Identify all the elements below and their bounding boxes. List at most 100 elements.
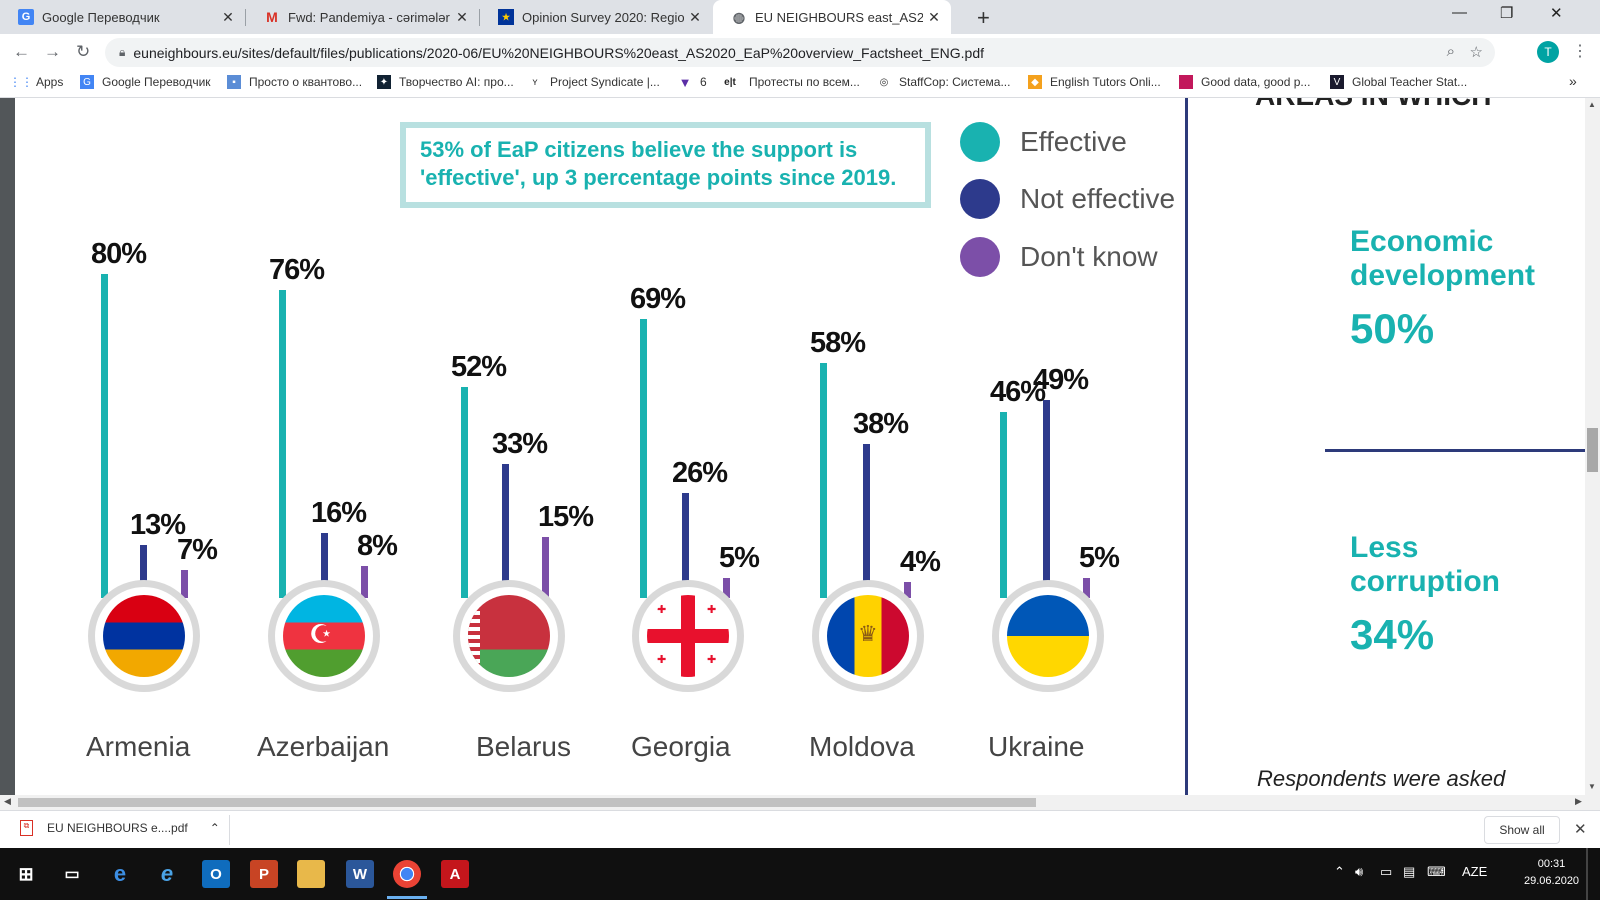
legend-item-dont-know: Don't know	[960, 237, 1158, 277]
scroll-left-icon[interactable]: ◀	[4, 796, 11, 806]
menu-icon[interactable]: ⋮	[1572, 43, 1588, 60]
minimize-icon[interactable]: —	[1452, 4, 1467, 21]
profile-avatar[interactable]: T	[1537, 41, 1559, 63]
battery-icon[interactable]: ▭	[1380, 864, 1393, 879]
tab-opinion-survey[interactable]: ★ Opinion Survey 2020: Regional O ✕	[480, 0, 712, 34]
bookmark-protests[interactable]: e|t Протесты по всем...	[723, 75, 860, 89]
file-explorer-icon[interactable]	[297, 860, 325, 888]
back-icon[interactable]: ←	[13, 42, 30, 61]
tab-google-translate[interactable]: G Google Переводчик ✕	[0, 0, 245, 34]
pdf-viewer: 53% of EaP citizens believe the support …	[0, 98, 1600, 795]
acrobat-icon[interactable]: A	[441, 860, 469, 888]
close-tab-icon[interactable]: ✕	[222, 8, 234, 25]
value-label: 4%	[900, 545, 941, 578]
bookmark-good-data[interactable]: Good data, good p...	[1179, 75, 1310, 89]
bookmark-site-icon: ✦	[377, 75, 391, 89]
value-label: 8%	[357, 529, 398, 562]
word-icon[interactable]: W	[346, 860, 374, 888]
value-label: 52%	[451, 351, 507, 384]
bookmarks-overflow-icon[interactable]: »	[1569, 73, 1577, 89]
download-item[interactable]: ⧉ EU NEIGHBOURS e....pdf ⌃	[20, 820, 220, 836]
value-label: 33%	[492, 428, 548, 461]
country-label: Belarus	[476, 731, 571, 762]
bar-not-effective	[321, 533, 328, 598]
eu-flag-icon: ★	[498, 9, 514, 25]
tab-gmail[interactable]: M Fwd: Pandemiya - cərimələr və di ✕	[246, 0, 479, 34]
tab-strip: G Google Переводчик ✕ M Fwd: Pandemiya -…	[0, 0, 1600, 34]
zoom-icon[interactable]: ⌕	[1446, 43, 1455, 60]
side-item-value: 34%	[1350, 611, 1435, 658]
tab-eu-neighbours[interactable]: ◍ EU NEIGHBOURS east_AS2020_E ✕	[713, 0, 951, 34]
close-download-bar-icon[interactable]: ✕	[1574, 821, 1587, 838]
internet-explorer-icon[interactable]: e	[160, 861, 174, 886]
windows-start-icon[interactable]: ⊞	[18, 863, 34, 884]
chevron-up-tray-icon[interactable]: ⌃	[1334, 864, 1345, 879]
vertical-scrollbar[interactable]: ▲ ▼	[1585, 98, 1600, 795]
bookmark-project-syndicate[interactable]: ʏ Project Syndicate |...	[528, 75, 659, 89]
forward-icon[interactable]: →	[44, 42, 61, 61]
value-label: 16%	[311, 497, 367, 530]
browser-toolbar: ← → ↻ 🔒︎ euneighbours.eu/sites/default/f…	[0, 34, 1600, 70]
close-tab-icon[interactable]: ✕	[928, 8, 940, 25]
pdf-file-icon: ⧉	[20, 820, 33, 836]
bookmark-staffcop[interactable]: ◎ StaffCop: Система...	[877, 75, 1011, 89]
bookmarks-bar: ⋮⋮ Apps G Google Переводчик ▪ Просто о к…	[0, 70, 1600, 98]
horizontal-scrollbar[interactable]: ◀ ▶	[0, 795, 1600, 810]
bookmark-label: StaffCop: Система...	[899, 75, 1011, 89]
bookmark-site-icon: ʏ	[532, 76, 538, 88]
gmail-icon: M	[266, 9, 278, 25]
bar-not-effective	[502, 464, 509, 598]
outlook-icon[interactable]: O	[202, 860, 230, 888]
system-clock[interactable]: 00:31 29.06.2020	[1524, 856, 1579, 890]
scroll-up-icon[interactable]: ▲	[1588, 100, 1596, 109]
vertical-scroll-thumb[interactable]	[1587, 428, 1598, 472]
value-label: 15%	[538, 501, 594, 534]
show-desktop-button[interactable]	[1586, 848, 1588, 900]
bookmark-english-tutors[interactable]: ◆ English Tutors Onli...	[1028, 75, 1161, 89]
language-indicator[interactable]: AZE	[1462, 864, 1488, 879]
bookmark-quantum[interactable]: ▪ Просто о квантово...	[227, 75, 362, 89]
bar-effective	[1000, 411, 1007, 598]
bookmark-site-icon	[1179, 75, 1193, 89]
bar-not-effective	[140, 545, 147, 598]
bookmark-label: Google Переводчик	[102, 75, 211, 89]
notification-icon[interactable]: ▤	[1403, 864, 1416, 879]
bookmark-ai[interactable]: ✦ Творчество AI: про...	[377, 75, 514, 89]
bookmark-apps[interactable]: ⋮⋮ Apps	[9, 75, 63, 89]
value-label: 26%	[672, 456, 728, 489]
scroll-right-icon[interactable]: ▶	[1575, 796, 1582, 806]
bookmark-global-teacher[interactable]: V Global Teacher Stat...	[1330, 75, 1467, 89]
bar-effective	[461, 387, 468, 598]
bar-not-effective	[1043, 399, 1050, 598]
powerpoint-icon[interactable]: P	[250, 860, 278, 888]
restore-icon[interactable]: ❐	[1500, 5, 1514, 22]
bookmark-site-icon: V	[1330, 75, 1344, 89]
bookmark-google-translate[interactable]: G Google Переводчик	[80, 75, 211, 89]
new-tab-button[interactable]: +	[977, 5, 990, 30]
value-label: 5%	[1079, 541, 1120, 574]
tab-title: EU NEIGHBOURS east_AS2020_E	[755, 9, 923, 25]
belarus-flag-icon	[453, 580, 565, 692]
bar-effective	[101, 274, 108, 598]
bookmark-site-icon: e|t	[724, 76, 736, 88]
reload-icon[interactable]: ↻	[76, 42, 91, 61]
download-bar: ⧉ EU NEIGHBOURS e....pdf ⌃ Show all ✕	[0, 810, 1600, 848]
address-bar[interactable]: 🔒︎ euneighbours.eu/sites/default/files/p…	[105, 38, 1495, 67]
side-item-value: 50%	[1350, 305, 1435, 352]
keyboard-icon[interactable]: ⌨	[1427, 864, 1446, 879]
close-tab-icon[interactable]: ✕	[689, 8, 701, 25]
edge-icon[interactable]: e	[113, 861, 127, 886]
value-label: 69%	[630, 282, 686, 315]
volume-icon[interactable]: 🔊︎	[1355, 864, 1364, 879]
bookmark-6[interactable]: ▼ 6	[678, 75, 707, 90]
close-tab-icon[interactable]: ✕	[456, 8, 468, 25]
chevron-up-icon[interactable]: ⌃	[209, 821, 220, 835]
close-window-icon[interactable]: ✕	[1550, 5, 1563, 22]
bookmark-star-icon[interactable]: ☆	[1469, 44, 1483, 61]
scroll-down-icon[interactable]: ▼	[1588, 782, 1596, 791]
show-all-button[interactable]: Show all	[1484, 816, 1560, 844]
task-view-icon[interactable]: ▭	[64, 866, 80, 883]
horizontal-scroll-thumb[interactable]	[18, 798, 1036, 807]
tab-title: Opinion Survey 2020: Regional O	[522, 9, 684, 25]
chrome-icon[interactable]	[393, 860, 421, 888]
